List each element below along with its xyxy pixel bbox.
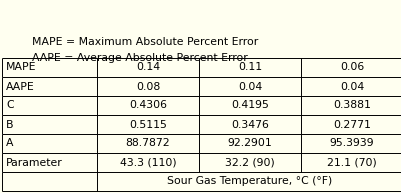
Text: 32.2 (90): 32.2 (90) [225, 157, 274, 168]
Bar [300, 134, 401, 153]
Text: AAPE = Average Absolute Percent Error: AAPE = Average Absolute Percent Error [32, 53, 247, 63]
Text: 0.14: 0.14 [136, 63, 160, 73]
Text: Sour Gas Temperature, °C (°F): Sour Gas Temperature, °C (°F) [167, 177, 332, 186]
Bar [97, 153, 198, 172]
Bar [2, 134, 97, 153]
Text: C: C [6, 101, 14, 111]
Text: AAPE: AAPE [6, 81, 34, 91]
Bar [2, 153, 97, 172]
Text: Parameter: Parameter [6, 157, 63, 168]
Bar [300, 77, 401, 96]
Bar [198, 96, 300, 115]
Text: 43.3 (110): 43.3 (110) [119, 157, 176, 168]
Bar [198, 134, 300, 153]
Text: B: B [6, 119, 14, 130]
Text: 0.04: 0.04 [237, 81, 261, 91]
Bar [97, 134, 198, 153]
Text: 0.4306: 0.4306 [129, 101, 166, 111]
Bar [97, 96, 198, 115]
Bar [2, 77, 97, 96]
Text: 0.3476: 0.3476 [231, 119, 268, 130]
Text: MAPE = Maximum Absolute Percent Error: MAPE = Maximum Absolute Percent Error [32, 37, 257, 47]
Bar [97, 58, 198, 77]
Bar [300, 96, 401, 115]
Bar [198, 77, 300, 96]
Bar [300, 58, 401, 77]
Bar [300, 172, 401, 191]
Text: 0.06: 0.06 [339, 63, 363, 73]
Bar [300, 153, 401, 172]
Bar [2, 172, 97, 191]
Bar [97, 115, 198, 134]
Bar [198, 115, 300, 134]
Text: 0.3881: 0.3881 [332, 101, 370, 111]
Bar [2, 115, 97, 134]
Bar [2, 58, 97, 77]
Bar [97, 77, 198, 96]
Bar [198, 172, 300, 191]
Text: 0.04: 0.04 [339, 81, 363, 91]
Text: 0.08: 0.08 [136, 81, 160, 91]
Text: MAPE: MAPE [6, 63, 36, 73]
Bar [198, 58, 300, 77]
Text: A: A [6, 139, 14, 148]
Bar [2, 96, 97, 115]
Text: 0.5115: 0.5115 [129, 119, 166, 130]
Text: 0.4195: 0.4195 [231, 101, 268, 111]
Text: 0.2771: 0.2771 [332, 119, 370, 130]
Text: 88.7872: 88.7872 [126, 139, 170, 148]
Bar [198, 153, 300, 172]
Text: 95.3939: 95.3939 [329, 139, 373, 148]
Bar [97, 172, 198, 191]
Text: 0.11: 0.11 [237, 63, 261, 73]
Bar [300, 115, 401, 134]
Text: 92.2901: 92.2901 [227, 139, 272, 148]
Text: 21.1 (70): 21.1 (70) [326, 157, 376, 168]
